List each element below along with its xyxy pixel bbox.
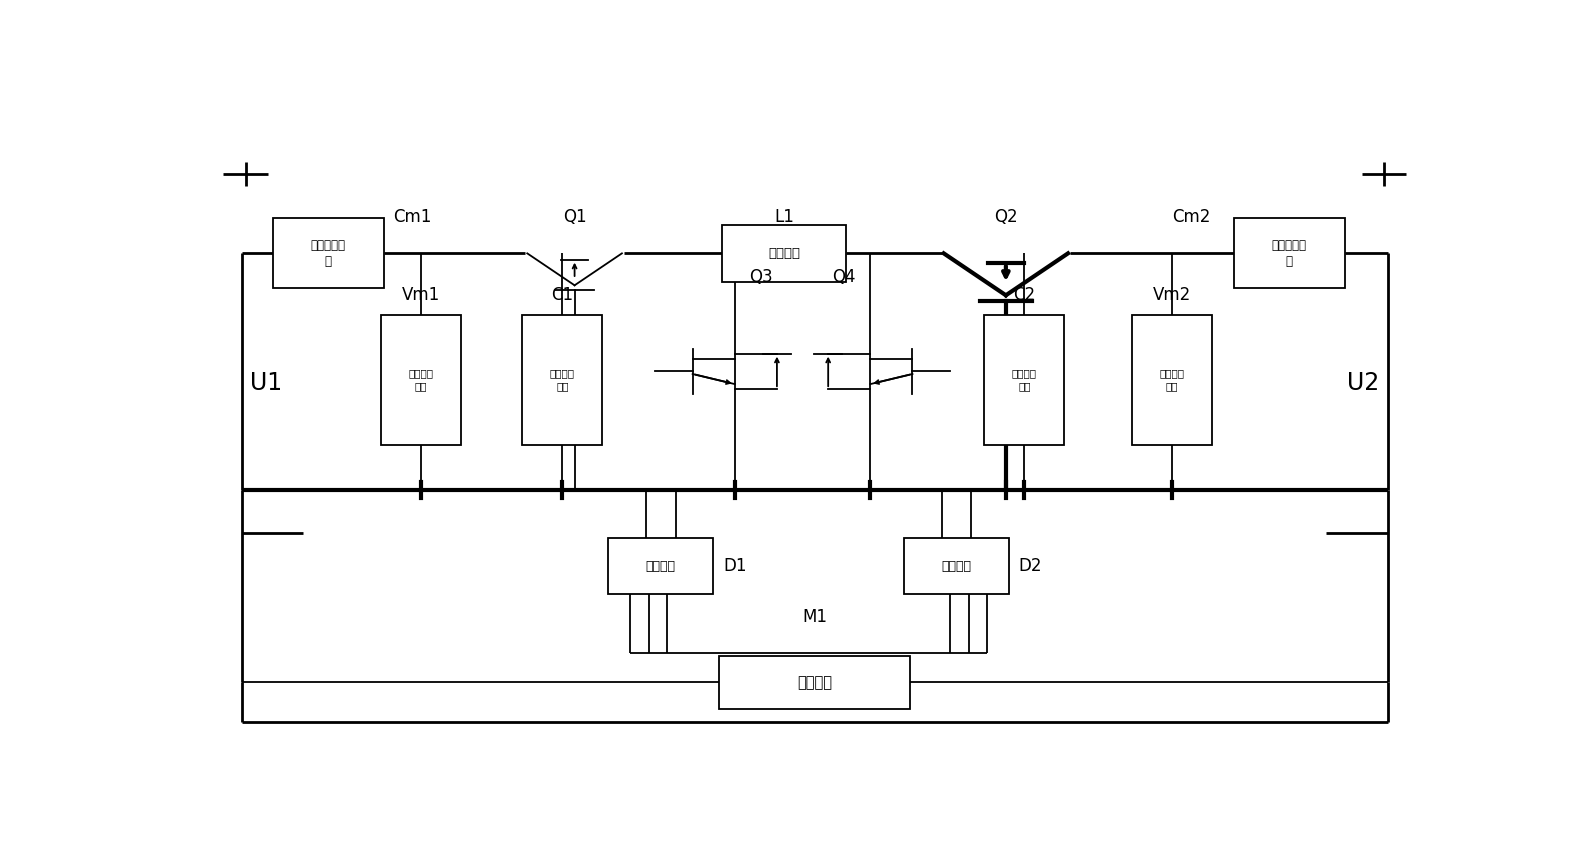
- Text: C1: C1: [552, 286, 574, 304]
- Text: U2: U2: [1347, 372, 1380, 395]
- Bar: [522, 314, 603, 445]
- Bar: [984, 314, 1064, 445]
- Text: 驱动模块: 驱动模块: [646, 560, 676, 573]
- Bar: [722, 226, 846, 282]
- Text: 电流控制
模块: 电流控制 模块: [1011, 369, 1037, 391]
- Bar: [609, 537, 714, 594]
- Text: M1: M1: [803, 607, 827, 626]
- Text: 电压采集
模块: 电压采集 模块: [409, 369, 432, 391]
- Text: 中间储能
电容: 中间储能 电容: [550, 369, 574, 391]
- Text: Vm2: Vm2: [1153, 286, 1191, 304]
- Text: 微处理器: 微处理器: [797, 675, 833, 690]
- Text: Cm2: Cm2: [1172, 207, 1210, 226]
- Text: D1: D1: [723, 557, 747, 575]
- Text: U1: U1: [251, 372, 283, 395]
- Text: 蓄流电感: 蓄流电感: [768, 247, 800, 260]
- Bar: [719, 656, 911, 709]
- Bar: [1132, 314, 1212, 445]
- Text: Cm1: Cm1: [393, 207, 432, 226]
- Text: 驱动模块: 驱动模块: [941, 560, 971, 573]
- Text: Q4: Q4: [832, 268, 855, 286]
- Text: Q1: Q1: [563, 207, 587, 226]
- Text: 电流采集模
块: 电流采集模 块: [1272, 238, 1307, 268]
- Bar: [273, 219, 383, 289]
- Bar: [905, 537, 1010, 594]
- Text: Vm1: Vm1: [401, 286, 440, 304]
- Text: L1: L1: [774, 207, 793, 226]
- Text: C2: C2: [1013, 286, 1035, 304]
- Text: 电流采集模
块: 电流采集模 块: [310, 238, 345, 268]
- Text: Q2: Q2: [994, 207, 1018, 226]
- Bar: [380, 314, 461, 445]
- Bar: [1234, 219, 1345, 289]
- Text: Q3: Q3: [749, 268, 773, 286]
- Text: D2: D2: [1019, 557, 1043, 575]
- Text: 电压采集
模块: 电压采集 模块: [1159, 369, 1185, 391]
